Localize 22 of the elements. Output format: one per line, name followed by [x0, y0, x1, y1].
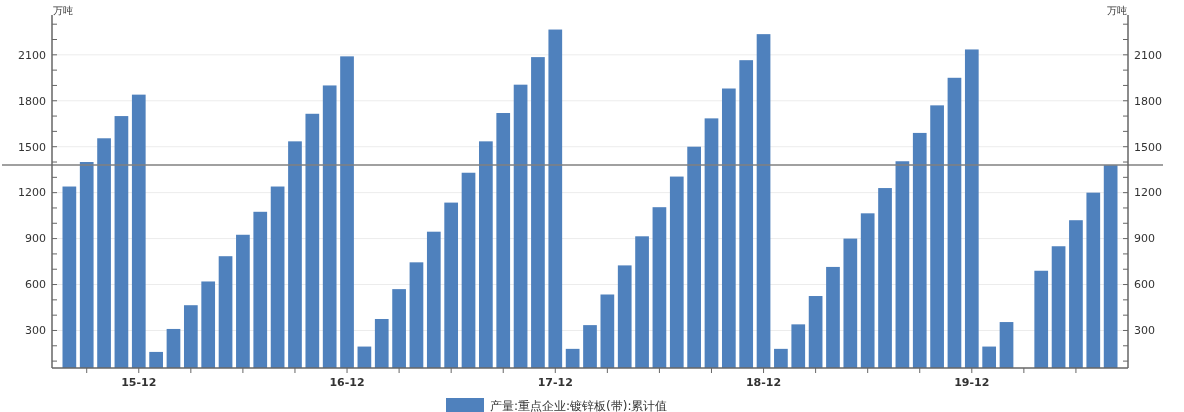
y-tick-label: 600	[25, 278, 46, 292]
y-axis-title: 万吨	[53, 5, 73, 16]
legend-label: 产量:重点企业:镀锌板(带):累计值	[490, 399, 668, 412]
y-tick-label: 1200	[18, 186, 46, 200]
y2-tick-label: 2100	[1134, 48, 1162, 62]
y2-axis-title: 万吨	[1107, 5, 1127, 16]
y-tick-label: 1500	[18, 140, 46, 154]
x-tick-label: 18-12	[745, 376, 782, 389]
x-tick-label: 15-12	[121, 376, 157, 389]
y-tick-label: 1800	[18, 94, 46, 108]
y2-tick-label: 1500	[1134, 140, 1162, 154]
x-tick-label: 19-12	[954, 376, 990, 389]
y2-tick-label: 900	[1134, 232, 1155, 246]
y2-tick-label: 300	[1134, 324, 1155, 338]
y2-tick-label: 1200	[1134, 186, 1162, 200]
y-tick-label: 900	[25, 232, 46, 246]
y-tick-label: 2100	[18, 48, 46, 62]
x-tick-label: 16-12	[329, 376, 365, 389]
x-tick-label: 17-12	[537, 376, 573, 389]
y2-tick-label: 1800	[1134, 94, 1162, 108]
y2-tick-label: 600	[1134, 278, 1155, 292]
y-tick-label: 300	[25, 324, 46, 338]
